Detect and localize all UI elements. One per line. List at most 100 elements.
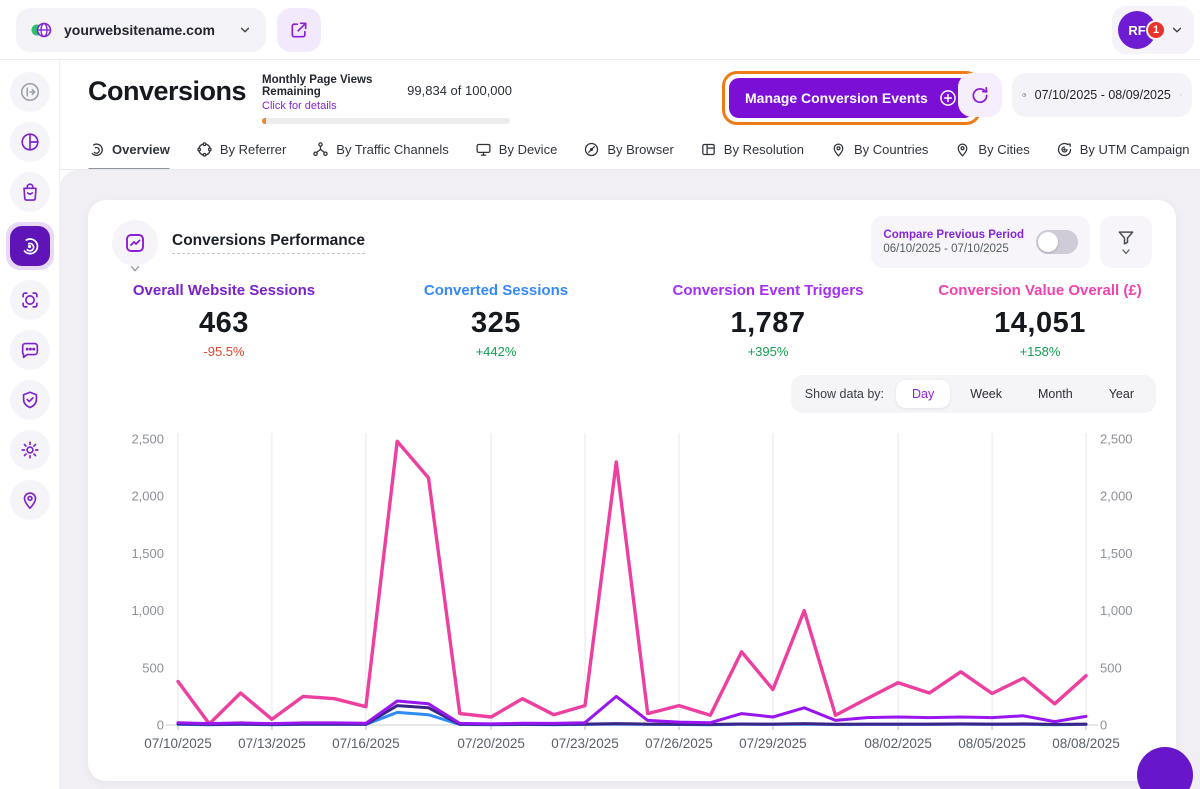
- website-favicon-icon: [31, 22, 52, 38]
- top-bar: yourwebsitename.com RF 1: [0, 0, 1200, 60]
- compare-range: 06/10/2025 - 07/10/2025: [883, 243, 1009, 255]
- metric-conversion-value-overall: Conversion Value Overall (£) 14,051 +158…: [904, 282, 1176, 359]
- gear-icon: [20, 441, 39, 459]
- compare-toggle[interactable]: [1036, 230, 1078, 254]
- show-data-by-label: Show data by:: [804, 387, 885, 401]
- metric-label: Converted Sessions: [423, 282, 569, 299]
- metric-value: 463: [199, 307, 249, 339]
- metric-delta: +158%: [1019, 344, 1061, 359]
- svg-text:2,000: 2,000: [1100, 489, 1133, 504]
- page-views-quota: Monthly Page Views Remaining 99,834 of 1…: [262, 74, 512, 124]
- notification-badge: 1: [1146, 20, 1166, 40]
- conversions-performance-card: Conversions Performance Compare Previous…: [88, 200, 1176, 781]
- quota-progress-fill: [262, 118, 266, 124]
- sidebar-item-collapse[interactable]: [9, 72, 50, 112]
- tab-label: By Browser: [607, 142, 674, 157]
- tab-overview[interactable]: Overview: [88, 130, 170, 169]
- chevron-down-icon: [1172, 27, 1182, 33]
- website-selector[interactable]: yourwebsitename.com: [16, 8, 266, 52]
- svg-text:07/16/2025: 07/16/2025: [332, 736, 400, 751]
- tab-label: By UTM Campaign: [1079, 142, 1190, 157]
- tab-by-countries[interactable]: By Countries: [830, 130, 929, 169]
- compare-label: Compare Previous Period: [883, 229, 1024, 241]
- tab-by-cities[interactable]: By Cities: [954, 130, 1030, 169]
- metric-value: 14,051: [994, 307, 1086, 339]
- content-panel: Conversions Performance Compare Previous…: [60, 170, 1200, 789]
- svg-text:07/23/2025: 07/23/2025: [551, 736, 619, 751]
- svg-text:2,500: 2,500: [1100, 432, 1133, 447]
- help-fab-button[interactable]: [1137, 747, 1193, 789]
- metric-value: 325: [471, 307, 521, 339]
- metrics-row: Overall Website Sessions 463 -95.5% Conv…: [88, 282, 1176, 359]
- card-title: Conversions Performance: [172, 232, 365, 254]
- map-pin-icon: [23, 492, 36, 510]
- browser-icon: [585, 142, 599, 157]
- metric-overall-website-sessions: Overall Website Sessions 463 -95.5%: [88, 282, 360, 359]
- tab-by-browser[interactable]: By Browser: [583, 130, 674, 169]
- tab-label: By Resolution: [723, 142, 804, 157]
- map-pin-icon: [833, 143, 844, 157]
- svg-text:08/02/2025: 08/02/2025: [864, 736, 932, 751]
- chevron-down-icon: [1122, 249, 1130, 255]
- tab-label: By Traffic Channels: [336, 142, 449, 157]
- card-widget-selector[interactable]: [112, 220, 158, 266]
- conversions-line-chart[interactable]: 07/10/2025 07/13/2025 07/16/2025 07/20/2025…: [112, 425, 1152, 760]
- granularity-year[interactable]: Year: [1108, 387, 1134, 401]
- tab-label: By Countries: [854, 142, 929, 157]
- svg-text:1,500: 1,500: [1100, 546, 1133, 561]
- quota-progress-bar: [262, 118, 510, 124]
- svg-text:0: 0: [1100, 718, 1107, 733]
- sidebar-item-recordings[interactable]: [9, 280, 50, 320]
- svg-text:0: 0: [157, 718, 164, 733]
- sidebar-item-conversions[interactable]: [5, 222, 54, 270]
- pie-chart-icon: [20, 133, 39, 151]
- user-menu[interactable]: RF 1: [1112, 6, 1194, 54]
- quota-details-link[interactable]: Click for details: [262, 100, 337, 112]
- sidebar-item-feedback[interactable]: [9, 330, 50, 370]
- avatar-initials: RF: [1128, 22, 1146, 38]
- overview-icon: [91, 143, 103, 157]
- metric-delta: +395%: [747, 344, 789, 359]
- metric-delta: -95.5%: [203, 344, 245, 359]
- tab-label: By Referrer: [219, 142, 287, 157]
- metric-label: Conversion Value Overall (£): [938, 282, 1142, 299]
- device-icon: [476, 143, 491, 156]
- tab-by-referrer[interactable]: By Referrer: [196, 130, 287, 169]
- tab-by-resolution[interactable]: By Resolution: [700, 130, 804, 169]
- sidebar-item-analytics[interactable]: [9, 122, 50, 162]
- date-range-picker[interactable]: 07/10/2025 - 08/09/2025: [1012, 73, 1192, 117]
- svg-text:500: 500: [142, 660, 164, 675]
- tab-by-utm-campaign[interactable]: By UTM Campaign: [1056, 130, 1190, 169]
- filter-button[interactable]: [1100, 216, 1152, 268]
- svg-text:2,500: 2,500: [131, 432, 164, 447]
- sidebar-item-locations[interactable]: [9, 480, 50, 520]
- quota-value: 99,834 of 100,000: [407, 83, 512, 98]
- tab-by-traffic-channels[interactable]: By Traffic Channels: [312, 130, 449, 169]
- manage-conversion-events-button[interactable]: Manage Conversion Events: [729, 78, 974, 118]
- granularity-week[interactable]: Week: [970, 387, 1002, 401]
- refresh-icon: [972, 87, 988, 104]
- svg-text:500: 500: [1100, 660, 1122, 675]
- manage-button-highlight: Manage Conversion Events: [722, 71, 981, 125]
- svg-text:07/10/2025: 07/10/2025: [144, 736, 212, 751]
- granularity-month[interactable]: Month: [1037, 387, 1073, 401]
- show-data-by-control: Show data by: Day Week Month Year: [790, 375, 1156, 413]
- sidebar-item-settings[interactable]: [9, 430, 50, 470]
- map-pin-icon: [958, 143, 968, 157]
- svg-text:1,000: 1,000: [131, 603, 164, 618]
- plus-circle-icon: [939, 90, 956, 106]
- clock-icon: [1022, 93, 1027, 97]
- svg-text:1,500: 1,500: [131, 546, 164, 561]
- metric-delta: +442%: [475, 344, 517, 359]
- sidebar-item-store[interactable]: [9, 172, 50, 212]
- metric-converted-sessions: Converted Sessions 325 +442%: [360, 282, 632, 359]
- sidebar-item-security[interactable]: [9, 380, 50, 420]
- tab-by-device[interactable]: By Device: [475, 130, 557, 169]
- metric-value: 1,787: [730, 307, 806, 339]
- granularity-day[interactable]: Day: [896, 380, 951, 408]
- refresh-button[interactable]: [958, 73, 1002, 117]
- open-website-button[interactable]: [277, 8, 321, 52]
- compare-previous-period: Compare Previous Period 06/10/2025 - 07/…: [871, 216, 1090, 268]
- external-link-icon: [291, 22, 307, 38]
- svg-text:07/26/2025: 07/26/2025: [645, 736, 713, 751]
